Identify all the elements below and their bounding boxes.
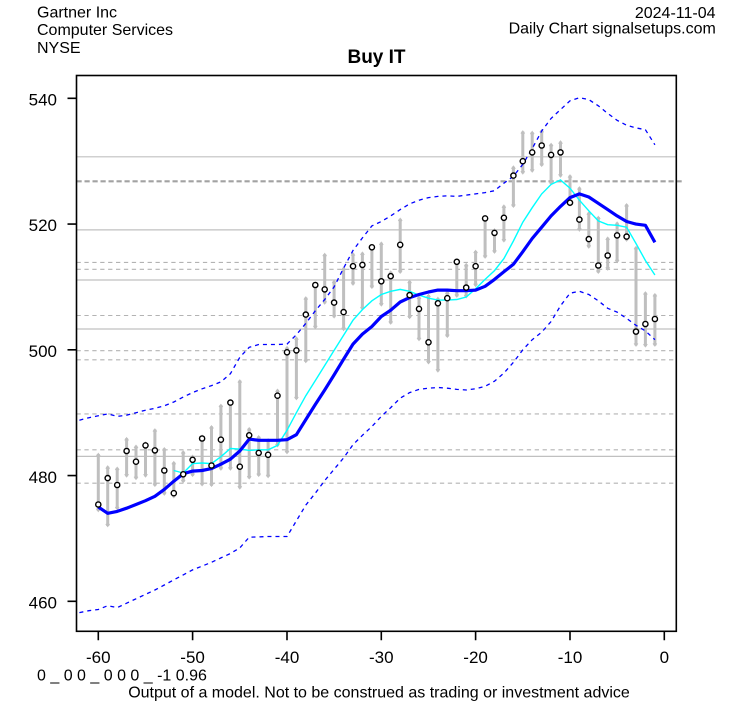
svg-text:480: 480 [29,468,57,487]
svg-text:-60: -60 [86,648,111,667]
svg-text:500: 500 [29,342,57,361]
svg-text:0 _ 0 0 _ 0 0 0 _ -1 0.96: 0 _ 0 0 _ 0 0 0 _ -1 0.96 [37,668,207,685]
svg-text:-50: -50 [180,648,205,667]
svg-text:Buy IT: Buy IT [347,47,405,68]
svg-text:460: 460 [29,594,57,613]
svg-text:NYSE: NYSE [37,40,81,57]
svg-text:Output of a model. Not to be c: Output of a model. Not to be construed a… [128,684,630,701]
svg-text:-20: -20 [463,648,488,667]
svg-text:Computer Services: Computer Services [37,22,173,39]
svg-text:Daily Chart signalsetups.com: Daily Chart signalsetups.com [509,21,716,38]
svg-text:520: 520 [29,216,57,235]
svg-text:-40: -40 [275,648,300,667]
svg-text:-10: -10 [558,648,583,667]
svg-text:2024-11-04: 2024-11-04 [635,5,716,22]
svg-text:Gartner Inc: Gartner Inc [37,4,117,21]
svg-text:-30: -30 [369,648,394,667]
svg-text:0: 0 [660,648,669,667]
svg-text:540: 540 [29,91,57,110]
